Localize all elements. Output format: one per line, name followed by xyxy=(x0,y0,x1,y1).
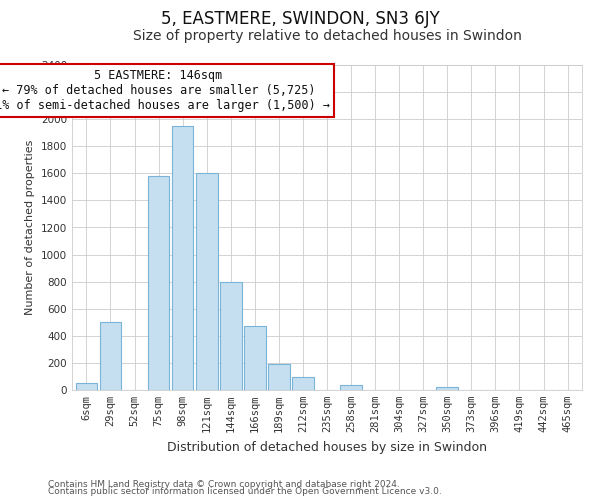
Bar xyxy=(196,174,218,390)
Text: Contains HM Land Registry data © Crown copyright and database right 2024.: Contains HM Land Registry data © Crown c… xyxy=(48,480,400,489)
Bar xyxy=(100,322,121,390)
Bar xyxy=(244,326,266,390)
Text: 5 EASTMERE: 146sqm
← 79% of detached houses are smaller (5,725)
21% of semi-deta: 5 EASTMERE: 146sqm ← 79% of detached hou… xyxy=(0,69,329,112)
Title: Size of property relative to detached houses in Swindon: Size of property relative to detached ho… xyxy=(133,29,521,43)
Text: 5, EASTMERE, SWINDON, SN3 6JY: 5, EASTMERE, SWINDON, SN3 6JY xyxy=(161,10,439,28)
Bar xyxy=(436,388,458,390)
Bar xyxy=(220,282,242,390)
Bar xyxy=(76,383,97,390)
Bar xyxy=(172,126,193,390)
X-axis label: Distribution of detached houses by size in Swindon: Distribution of detached houses by size … xyxy=(167,440,487,454)
Bar xyxy=(340,386,362,390)
Bar xyxy=(292,377,314,390)
Text: Contains public sector information licensed under the Open Government Licence v3: Contains public sector information licen… xyxy=(48,487,442,496)
Y-axis label: Number of detached properties: Number of detached properties xyxy=(25,140,35,315)
Bar xyxy=(268,364,290,390)
Bar xyxy=(148,176,169,390)
